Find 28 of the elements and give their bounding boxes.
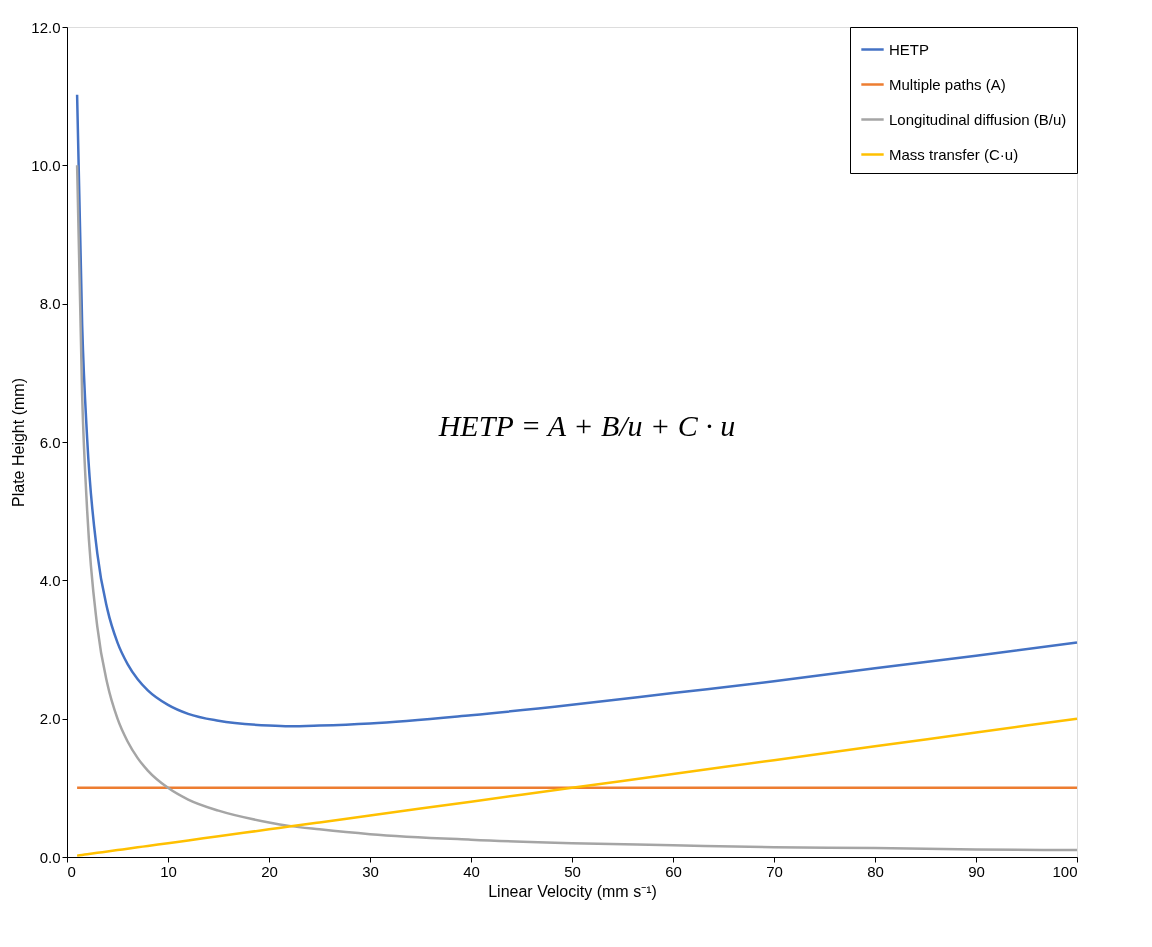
- x-tick-label: 30: [362, 862, 379, 880]
- x-tick-label: 50: [564, 862, 581, 880]
- x-axis-title: Linear Velocity (mm s⁻¹): [488, 882, 657, 900]
- legend-label: Mass transfer (C·u): [889, 145, 1019, 163]
- y-tick-label: 10.0: [31, 156, 61, 174]
- y-tick-label: 4.0: [39, 571, 61, 589]
- legend-label: HETP: [889, 40, 930, 58]
- x-tick-label: 10: [160, 862, 177, 880]
- x-tick-label: 80: [867, 862, 884, 880]
- legend-label: Longitudinal diffusion (B/u): [889, 110, 1067, 128]
- legend-label: Multiple paths (A): [889, 75, 1006, 93]
- x-tick-label: 70: [766, 862, 783, 880]
- x-tick-label: 90: [968, 862, 985, 880]
- x-tick-label: 0: [67, 862, 76, 880]
- x-tick-label: 40: [463, 862, 480, 880]
- y-tick-label: 0.0: [39, 848, 61, 866]
- line-series: [75, 93, 1079, 728]
- line-series: [75, 164, 1079, 852]
- x-tick-label: 100: [1052, 862, 1078, 880]
- y-tick-label: 2.0: [39, 710, 61, 728]
- y-tick-label: 6.0: [39, 433, 61, 451]
- y-tick-label: 8.0: [39, 295, 61, 313]
- x-tick-label: 60: [665, 862, 682, 880]
- y-axis-title: Plate Height (mm): [10, 378, 28, 507]
- line-series: [75, 717, 1079, 857]
- x-tick-label: 20: [261, 862, 278, 880]
- annotation: HETP = A + B/u + C · u: [437, 409, 736, 442]
- y-tick-label: 12.0: [31, 18, 61, 36]
